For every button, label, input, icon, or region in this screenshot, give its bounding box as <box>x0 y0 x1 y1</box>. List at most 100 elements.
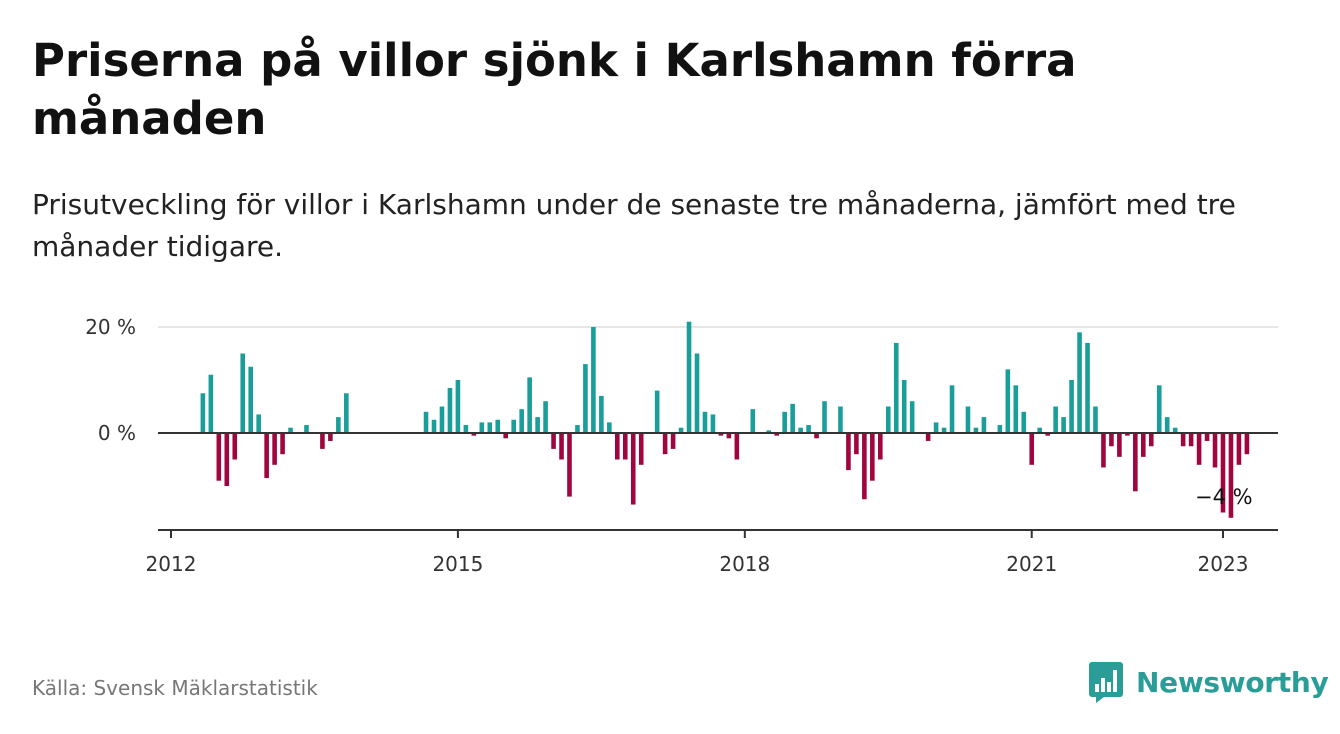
y-tick-label: 0 % <box>98 421 136 445</box>
bar <box>1037 427 1042 433</box>
bar <box>941 427 947 433</box>
bar <box>336 417 341 433</box>
bar <box>320 433 325 449</box>
chart-title: Priserna på villor sjönk i Karlshamn för… <box>32 34 1077 145</box>
bar <box>503 433 509 439</box>
bar <box>997 425 1003 433</box>
bar <box>463 425 469 433</box>
bar <box>208 374 214 433</box>
bar <box>782 411 787 433</box>
bar <box>1053 406 1058 433</box>
bar <box>487 422 493 433</box>
bar <box>965 406 971 433</box>
x-tick-label: 2021 <box>1006 552 1057 576</box>
bar <box>718 433 724 436</box>
bar <box>288 427 293 433</box>
bar <box>1156 385 1162 433</box>
bar <box>822 401 827 433</box>
bar <box>447 387 453 433</box>
bar <box>1172 427 1178 433</box>
bar <box>551 433 556 449</box>
bar <box>1029 433 1035 465</box>
brand-logo[interactable]: Newsworthy <box>1088 660 1329 704</box>
bar <box>248 366 253 433</box>
bar <box>1093 406 1098 433</box>
bar <box>901 380 907 433</box>
chart-subtitle: Prisutveckling för villor i Karlshamn un… <box>32 188 1236 263</box>
axes <box>158 432 1278 538</box>
bar <box>973 427 979 433</box>
bar <box>511 419 516 433</box>
bar <box>455 380 461 433</box>
bar <box>909 401 915 433</box>
bar <box>846 433 851 471</box>
x-tick-label: 2012 <box>146 552 197 576</box>
bar <box>670 433 676 449</box>
bar <box>686 321 692 433</box>
bar <box>878 433 883 460</box>
bar-chart: 0 % 20 % 2012 2015 2018 2021 2023 −4 % <box>85 315 1278 576</box>
bar <box>622 433 628 460</box>
bars <box>200 321 1250 518</box>
bar <box>1196 433 1202 465</box>
bar <box>814 433 819 439</box>
brand-name: Newsworthy <box>1136 665 1329 699</box>
bar <box>1228 433 1234 518</box>
bar <box>527 377 532 433</box>
bar <box>1061 417 1066 433</box>
bar <box>232 433 238 460</box>
latest-value-annotation: −4 % <box>1195 485 1253 509</box>
bar <box>328 433 333 441</box>
bar <box>702 411 708 433</box>
bar <box>559 433 564 460</box>
bar <box>734 433 740 460</box>
bar <box>280 433 285 455</box>
bar <box>344 393 349 433</box>
bar <box>1077 332 1082 433</box>
bar <box>638 433 644 465</box>
bar <box>1133 433 1138 492</box>
bar <box>790 403 795 433</box>
bar <box>710 414 716 433</box>
bar <box>1220 433 1226 513</box>
bar <box>662 433 668 455</box>
bar <box>200 393 206 433</box>
bar <box>1180 433 1186 447</box>
bar <box>479 422 485 433</box>
bar <box>750 409 756 433</box>
bar <box>1117 433 1122 457</box>
bar-chart-speech-bubble-icon <box>1089 662 1123 703</box>
bar <box>854 433 859 455</box>
bar <box>893 342 899 433</box>
bar <box>1188 433 1194 447</box>
bar <box>806 425 811 433</box>
bar <box>862 433 867 500</box>
bar <box>838 406 843 433</box>
bar <box>766 430 772 433</box>
bar <box>543 401 548 433</box>
bar <box>439 406 445 433</box>
bar <box>678 427 684 433</box>
tick-labels: 0 % 20 % 2012 2015 2018 2021 2023 −4 % <box>85 315 1252 576</box>
x-tick-label: 2023 <box>1198 552 1249 576</box>
bar <box>630 433 636 505</box>
bar <box>1244 433 1250 455</box>
bar <box>224 433 230 486</box>
bar <box>933 422 939 433</box>
bar <box>264 433 269 479</box>
bar <box>1085 342 1090 433</box>
bar <box>591 327 596 433</box>
bar <box>1109 433 1114 447</box>
bar <box>535 417 540 433</box>
bar <box>798 427 803 433</box>
bar <box>1005 369 1011 433</box>
bar <box>885 406 891 433</box>
bar <box>599 395 604 433</box>
bar <box>272 433 277 465</box>
bar <box>1212 433 1218 468</box>
bar <box>949 385 955 433</box>
bar <box>431 419 437 433</box>
y-tick-label: 20 % <box>85 315 136 339</box>
x-tick-label: 2018 <box>719 552 770 576</box>
bar <box>216 433 222 481</box>
